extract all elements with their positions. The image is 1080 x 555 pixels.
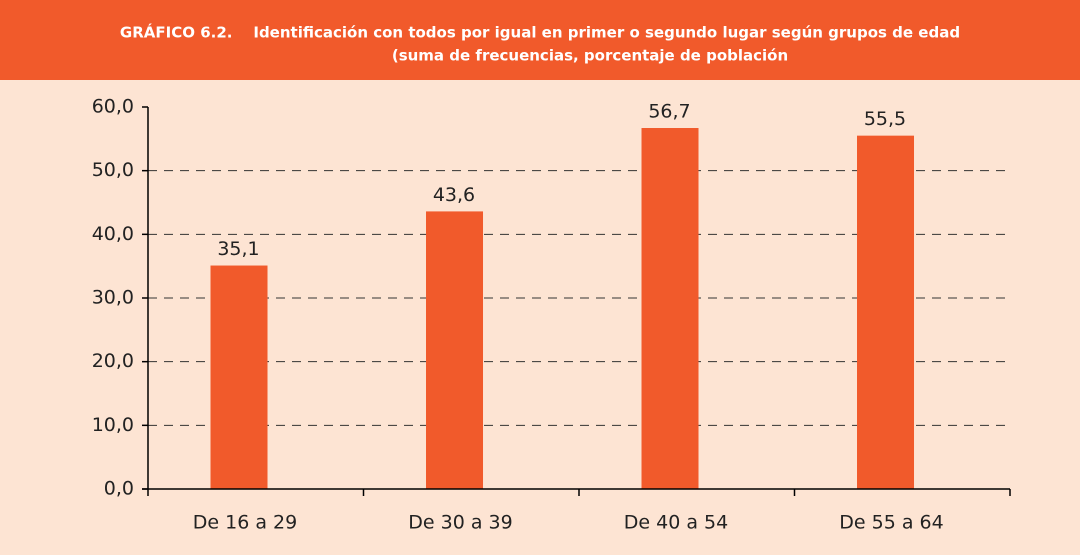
bar xyxy=(641,128,699,489)
x-tick-label: De 30 a 39 xyxy=(408,512,512,534)
x-tick-label: De 40 a 54 xyxy=(624,512,728,534)
bar xyxy=(426,211,484,489)
data-label: 43,6 xyxy=(433,184,475,206)
y-tick-label: 0,0 xyxy=(104,478,134,500)
y-tick-label: 40,0 xyxy=(92,223,134,245)
x-tick-label: De 55 a 64 xyxy=(839,512,943,534)
data-label: 35,1 xyxy=(217,238,259,260)
y-tick-label: 20,0 xyxy=(92,350,134,372)
bar xyxy=(210,265,268,489)
header xyxy=(0,0,1080,80)
y-tick-label: 60,0 xyxy=(92,96,134,118)
y-tick-label: 10,0 xyxy=(92,414,134,436)
y-tick-label: 50,0 xyxy=(92,159,134,181)
chart-subtitle: (suma de frecuencias, porcentaje de pobl… xyxy=(392,47,788,65)
y-tick-label: 30,0 xyxy=(92,287,134,309)
data-label: 56,7 xyxy=(648,101,690,123)
chart-title: GRÁFICO 6.2. Identificación con todos po… xyxy=(120,23,960,42)
bar xyxy=(857,135,915,489)
x-tick-label: De 16 a 29 xyxy=(193,512,297,534)
data-label: 55,5 xyxy=(864,108,906,130)
